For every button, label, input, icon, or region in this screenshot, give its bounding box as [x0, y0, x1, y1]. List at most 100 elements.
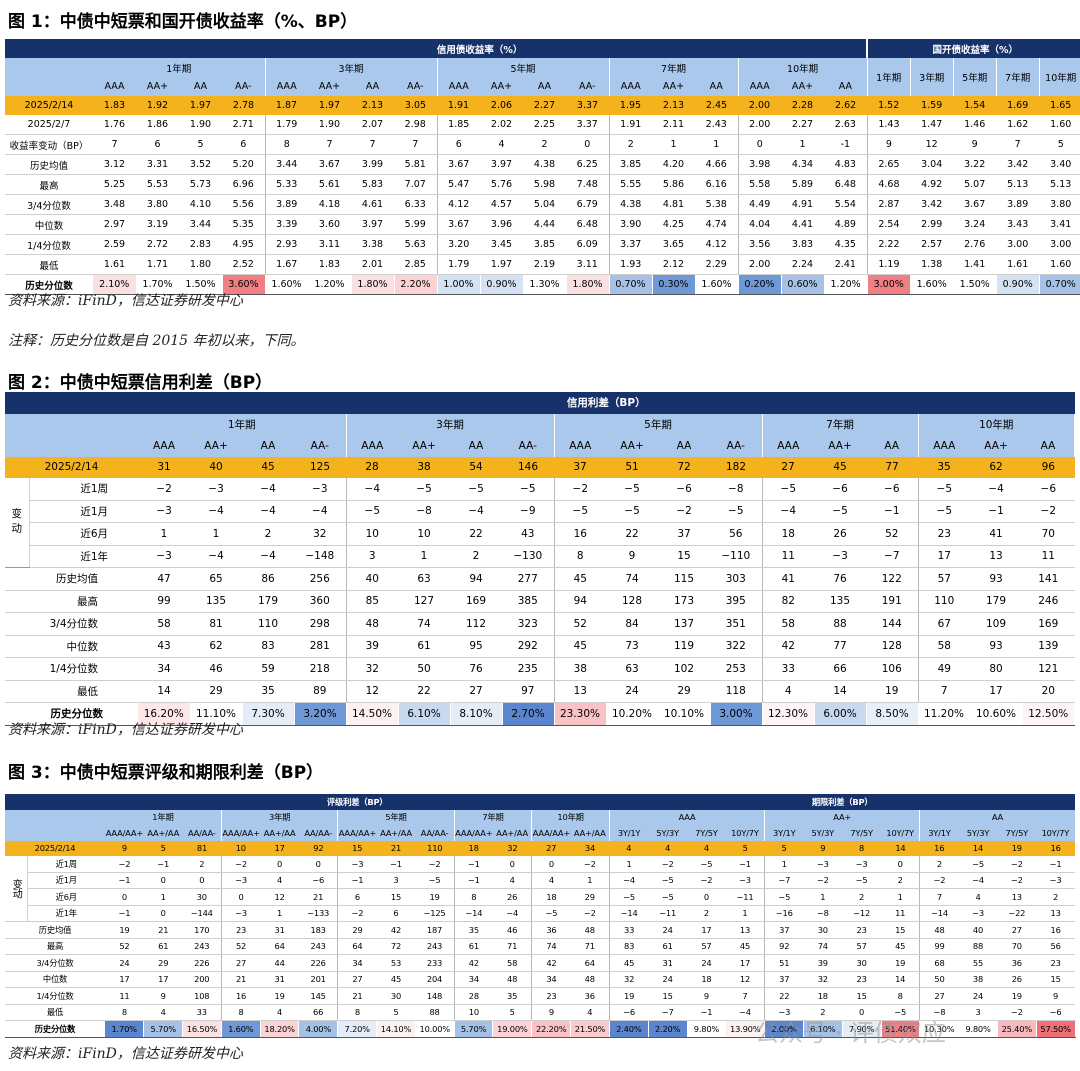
value-cell: −3: [725, 872, 766, 889]
value-cell: −2: [658, 500, 711, 523]
value-cell: 7: [725, 987, 766, 1005]
value-cell: 1: [803, 888, 843, 906]
value-cell: −2: [415, 856, 455, 873]
value-cell: −3: [814, 545, 867, 568]
value-cell: 108: [182, 987, 222, 1005]
value-cell: 14: [881, 971, 921, 988]
cdb-term-header: 3年期: [910, 58, 954, 96]
value-cell: −1: [454, 856, 493, 873]
stat-row: 最高 99 135 179 360 85 127 169 385 94 128 173 395 82 135…: [5, 590, 1075, 613]
value-cell: 226: [298, 954, 339, 972]
value-cell: 19: [260, 987, 299, 1005]
value-cell: −5: [814, 500, 867, 523]
value-cell: 1.69: [996, 96, 1040, 115]
rating-header: AA: [450, 435, 503, 457]
value-cell: 5.55: [609, 174, 652, 195]
rank-cell: 6.10%: [398, 702, 451, 726]
value-cell: 27: [762, 456, 815, 478]
rank-cell: 0.70%: [1039, 274, 1080, 295]
value-cell: 360: [294, 590, 347, 613]
value-cell: 97: [502, 680, 555, 703]
header-row-2: 1年期 3年期 5年期 7年期 10年期: [5, 413, 1076, 457]
value-cell: 14: [814, 680, 867, 703]
value-cell: −4: [242, 500, 295, 523]
value-cell: 1.90: [179, 115, 222, 135]
value-cell: 11: [762, 545, 815, 568]
value-cell: 5.07: [953, 174, 997, 195]
value-cell: 32: [346, 657, 399, 681]
rating-header: AA+: [398, 435, 451, 457]
value-cell: 5.58: [738, 174, 781, 195]
data-row: 收益率变动（BP） 7 6 5 6 8 7 7 7 6 4 2 0 2 1 1 0 1 -1 9 12 9 7 5: [5, 134, 1080, 155]
value-cell: 1.90: [308, 115, 351, 135]
value-cell: 4.81: [652, 194, 695, 215]
value-cell: 1.80: [179, 254, 222, 275]
value-cell: 19: [997, 987, 1037, 1005]
value-cell: 2.71: [222, 115, 266, 135]
figure-1-source: 资料来源：iFinD，信达证券研发中心: [8, 293, 243, 309]
value-cell: 95: [450, 635, 503, 658]
value-cell: 33: [609, 921, 649, 939]
value-cell: 1.76: [93, 115, 136, 135]
value-cell: 4.92: [910, 174, 954, 195]
value-cell: 52: [105, 938, 144, 955]
value-cell: 77: [814, 635, 867, 658]
value-cell: 30: [803, 921, 843, 939]
value-cell: −14: [919, 905, 959, 922]
value-cell: 110: [242, 612, 295, 636]
term-header: 7年期: [454, 809, 533, 825]
value-cell: −2: [554, 478, 607, 501]
value-cell: 173: [658, 590, 711, 613]
value-cell: 2.06: [480, 96, 523, 115]
value-cell: 3.24: [953, 214, 997, 235]
value-cell: 256: [294, 567, 347, 591]
value-cell: 2.52: [222, 254, 266, 275]
value-cell: 3.22: [953, 154, 997, 175]
rating-header: AA-: [710, 435, 763, 457]
value-cell: −6: [866, 478, 919, 501]
value-cell: 4.04: [738, 214, 781, 235]
value-cell: 187: [415, 921, 455, 939]
value-cell: 3.43: [996, 214, 1040, 235]
value-cell: 3.40: [1039, 154, 1080, 175]
value-cell: 7: [919, 888, 959, 906]
value-cell: 1: [695, 134, 739, 155]
value-cell: 1: [881, 888, 921, 906]
value-cell: 92: [764, 938, 804, 955]
value-cell: 2.00: [738, 96, 781, 115]
value-cell: 30: [842, 954, 881, 972]
value-cell: 29: [190, 680, 243, 703]
value-cell: 6.96: [222, 174, 266, 195]
value-cell: 3.11: [566, 254, 610, 275]
value-cell: 81: [182, 840, 222, 856]
value-cell: 135: [814, 590, 867, 613]
value-cell: 4.44: [523, 214, 566, 235]
value-cell: 23: [918, 522, 971, 546]
value-cell: 2.85: [394, 254, 438, 275]
value-cell: 322: [710, 635, 763, 658]
value-cell: 5.47: [437, 174, 480, 195]
value-cell: 42: [376, 921, 416, 939]
value-cell: 27: [221, 954, 261, 972]
rating-header: AA: [866, 435, 919, 457]
rating-group-header: AA: [919, 809, 1076, 825]
value-cell: 48: [570, 921, 610, 939]
rank-cell: 1.50%: [953, 274, 997, 295]
value-cell: 24: [648, 971, 688, 988]
value-cell: 34: [337, 954, 377, 972]
corner-cell: [5, 413, 139, 457]
value-cell: −9: [502, 500, 555, 523]
value-cell: 2.76: [953, 234, 997, 255]
value-cell: 47: [138, 567, 191, 591]
value-cell: 2: [450, 545, 503, 568]
value-cell: −1: [970, 500, 1023, 523]
value-cell: 45: [554, 635, 607, 658]
value-cell: 41: [762, 567, 815, 591]
change-group-label: 变动: [5, 856, 28, 922]
value-cell: 0: [182, 872, 222, 889]
data-row: 3/4分位数 3.48 3.80 4.10 5.56 3.89 4.18 4.61 6.33 4.…: [5, 194, 1080, 215]
rating-header: AA-: [566, 77, 610, 96]
value-cell: 4.61: [351, 194, 394, 215]
rating-header: AA-: [222, 77, 266, 96]
stat-row: 1/4分位数 34 46 59 218 32 50 76 235 38 63 102 253 33 66 10…: [5, 657, 1075, 681]
